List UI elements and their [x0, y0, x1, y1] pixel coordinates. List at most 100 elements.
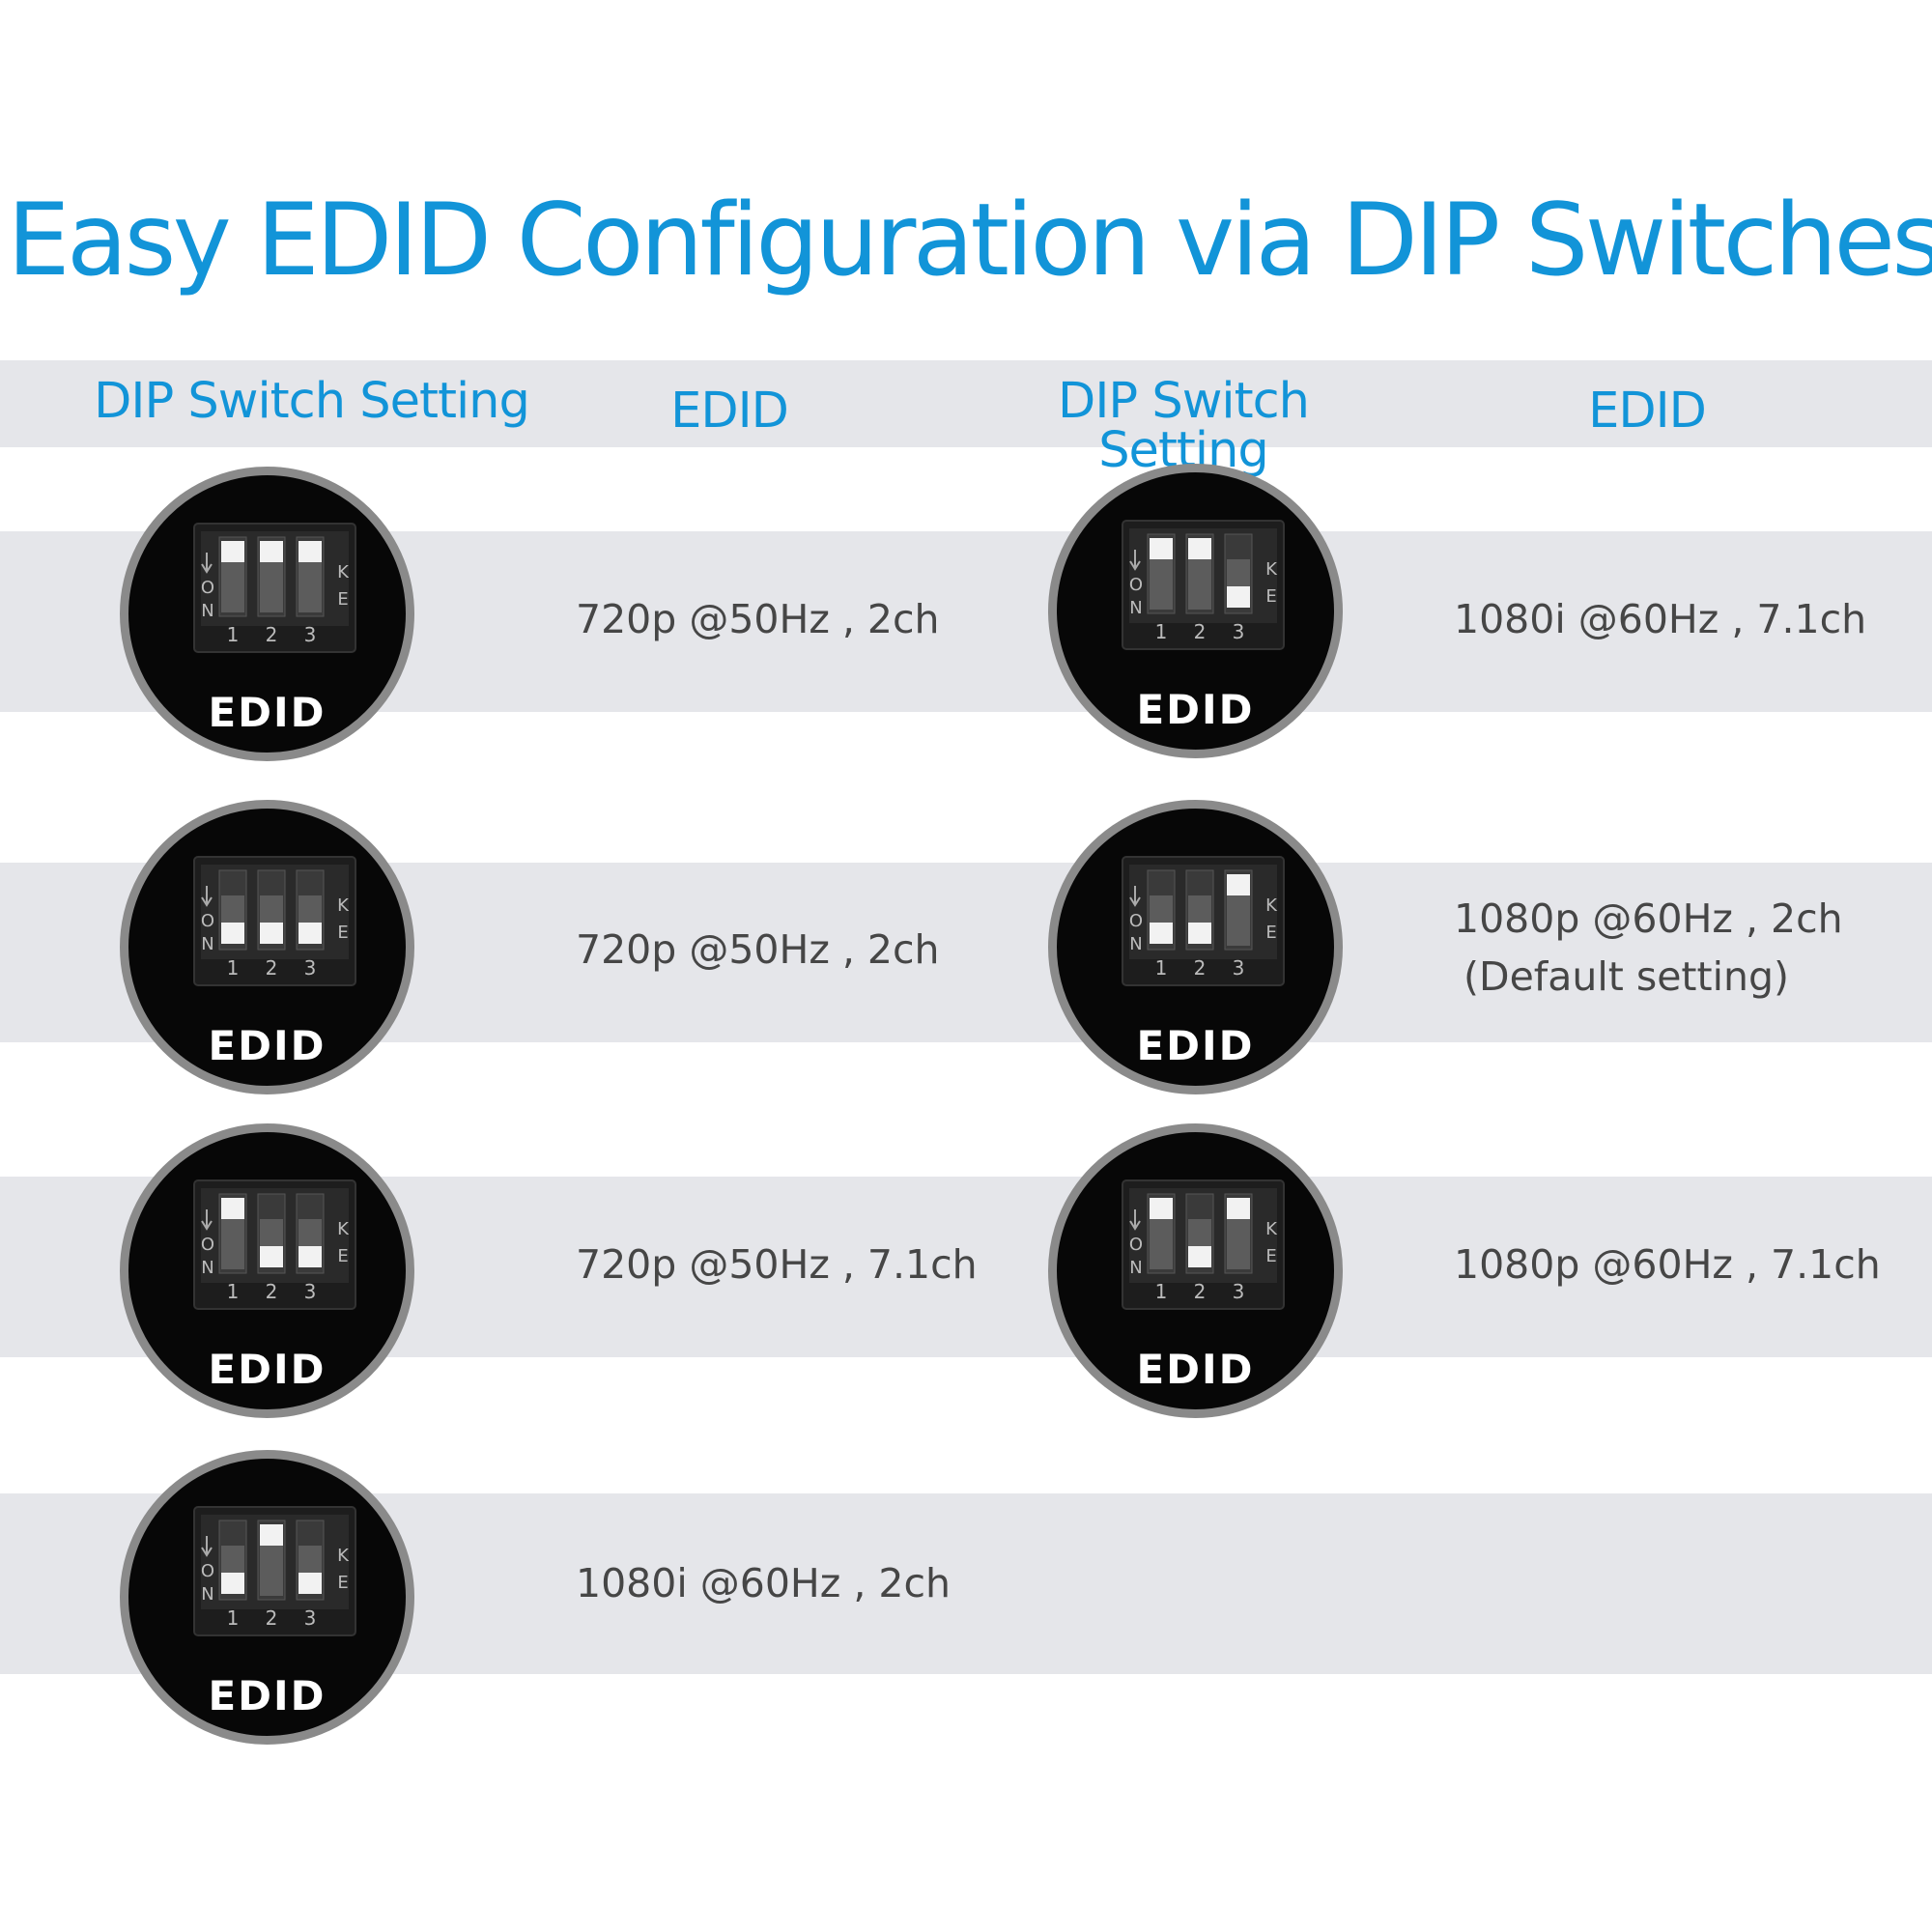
switch-knob: [1188, 923, 1211, 944]
switch-position-label: 1: [227, 623, 240, 646]
switch-position-label: 3: [304, 1280, 317, 1303]
edid-switch-label: EDID: [1136, 1346, 1255, 1393]
switch-knob: [221, 1573, 244, 1594]
switch-position-label: 2: [266, 1280, 278, 1303]
edid-value-line: 1080i @60Hz , 7.1ch: [1454, 596, 1867, 642]
switch-lever-shadow: [260, 1546, 283, 1596]
switch-lever-shadow: [260, 895, 283, 923]
switch-key-label: E: [337, 1246, 348, 1266]
switch-lever-shadow: [298, 1546, 322, 1573]
arrow-down-icon: [201, 886, 213, 907]
switch-lever-shadow: [1188, 895, 1211, 923]
switch-knob: [221, 923, 244, 944]
arrow-down-icon: [201, 1209, 213, 1231]
edid-value: 720p @50Hz , 7.1ch: [576, 1236, 978, 1293]
dip-switch-graphic: ON KE 1 2 3: [1122, 1179, 1285, 1310]
switch-lever-shadow: [221, 895, 244, 923]
switch-lever-shadow: [1150, 559, 1173, 610]
header-left-switch: DIP Switch Setting: [94, 373, 530, 430]
switch-lever-shadow: [1188, 559, 1211, 610]
edid-value: 1080i @60Hz , 2ch: [576, 1554, 951, 1612]
dip-switch-graphic: ON KE 1 2 3: [193, 856, 356, 986]
dip-switch-graphic: ON KE 1 2 3: [193, 523, 356, 653]
header-right-switch: DIP Switch Setting: [1058, 373, 1310, 479]
switch-key-label: E: [337, 589, 348, 610]
switch-position-label: 1: [227, 1280, 240, 1303]
switch-position-label: 2: [266, 956, 278, 980]
switch-knob: [221, 541, 244, 562]
switch-key-label: E: [1265, 586, 1276, 607]
switch-on-label: O: [1129, 1235, 1143, 1255]
switch-knob: [298, 1246, 322, 1267]
switch-on-label: O: [1129, 575, 1143, 595]
switch-key-label: E: [1265, 923, 1276, 943]
edid-switch-label: EDID: [1136, 686, 1255, 733]
edid-value: 1080i @60Hz , 7.1ch: [1454, 590, 1866, 648]
switch-position-label: 1: [1155, 956, 1168, 980]
switch-on-label: N: [1129, 598, 1142, 618]
switch-position-label: 1: [1155, 620, 1168, 643]
switch-on-label: O: [201, 1235, 214, 1255]
switch-position-label: 1: [1155, 1280, 1168, 1303]
switch-key-label: E: [1265, 1246, 1276, 1266]
switch-lever-shadow: [1227, 1219, 1250, 1269]
edid-switch-label: EDID: [208, 1022, 327, 1069]
switch-lever-shadow: [298, 562, 322, 612]
switch-knob: [298, 1573, 322, 1594]
dip-switch-graphic: ON KE 1 2 3: [1122, 856, 1285, 986]
switch-position-label: 3: [1233, 1280, 1245, 1303]
header-band: [0, 360, 1932, 447]
switch-key-label: K: [337, 562, 350, 582]
page-title: Easy EDID Configuration via DIP Switches: [7, 183, 1932, 298]
arrow-down-icon: [1129, 550, 1141, 571]
switch-key-label: E: [337, 1573, 348, 1593]
switch-position-label: 3: [1233, 620, 1245, 643]
edid-switch-label: EDID: [208, 1346, 327, 1393]
edid-switch-label: EDID: [208, 1672, 327, 1719]
switch-knob: [1227, 874, 1250, 895]
switch-key-label: K: [1265, 559, 1278, 580]
switch-position-label: 2: [1194, 1280, 1207, 1303]
switch-key-label: K: [337, 1546, 350, 1566]
dip-switch-graphic: ON KE 1 2 3: [1122, 520, 1285, 650]
switch-position-label: 1: [227, 956, 240, 980]
switch-knob: [1150, 923, 1173, 944]
switch-position-label: 3: [1233, 956, 1245, 980]
switch-on-label: N: [201, 1258, 213, 1278]
switch-position-label: 3: [304, 623, 317, 646]
switch-position-label: 2: [266, 623, 278, 646]
edid-value-line: 1080i @60Hz , 2ch: [576, 1560, 951, 1606]
edid-value: 720p @50Hz , 2ch: [576, 590, 940, 648]
switch-key-label: K: [337, 895, 350, 916]
switch-knob: [1188, 1246, 1211, 1267]
switch-lever-shadow: [1188, 1219, 1211, 1246]
switch-on-label: N: [201, 601, 213, 621]
switch-position-label: 3: [304, 956, 317, 980]
switch-lever-shadow: [298, 1219, 322, 1246]
edid-switch-label: EDID: [208, 689, 327, 736]
edid-value-line: 720p @50Hz , 7.1ch: [576, 1241, 978, 1288]
switch-knob: [1227, 586, 1250, 608]
edid-switch-label: EDID: [1136, 1022, 1255, 1069]
edid-value-line: 1080p @60Hz , 7.1ch: [1454, 1241, 1881, 1288]
arrow-down-icon: [1129, 1209, 1141, 1231]
switch-knob: [260, 923, 283, 944]
switch-on-label: O: [201, 911, 214, 931]
switch-lever-shadow: [298, 895, 322, 923]
dip-switch-graphic: ON KE 1 2 3: [193, 1506, 356, 1636]
switch-on-label: N: [1129, 1258, 1142, 1278]
header-left-edid: EDID: [670, 383, 789, 440]
switch-knob: [1150, 1198, 1173, 1219]
switch-position-label: 2: [1194, 956, 1207, 980]
edid-value-note: (Default setting): [1463, 953, 1789, 1000]
switch-knob: [298, 541, 322, 562]
switch-lever-shadow: [1227, 895, 1250, 946]
switch-knob: [298, 923, 322, 944]
switch-lever-shadow: [1227, 559, 1250, 586]
dip-switch: O N K E 1 2 3 EDID: [120, 467, 414, 761]
switch-knob: [260, 1246, 283, 1267]
edid-value-line: 720p @50Hz , 2ch: [576, 596, 940, 642]
switch-lever-shadow: [221, 1219, 244, 1269]
arrow-down-icon: [201, 1536, 213, 1557]
arrow-down-icon: [1129, 886, 1141, 907]
